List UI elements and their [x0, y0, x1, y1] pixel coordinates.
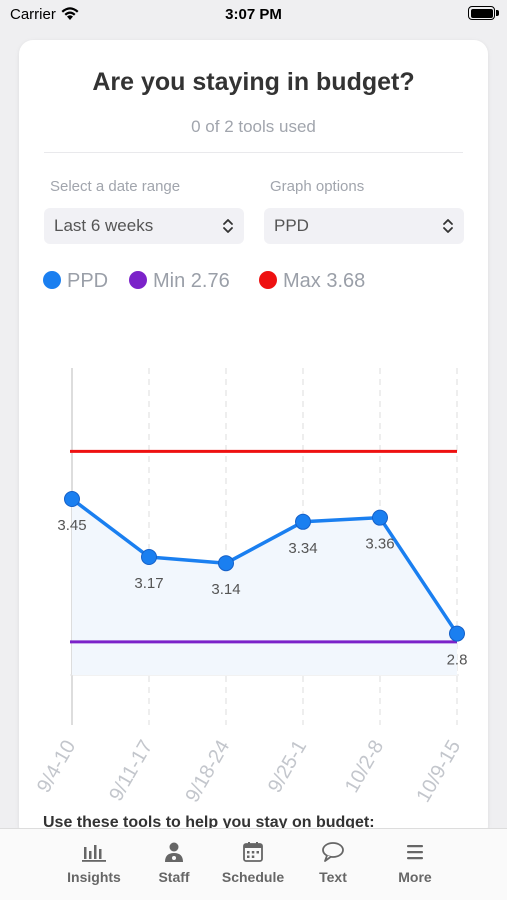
staff-icon: [165, 842, 183, 862]
data-label: 3.36: [365, 536, 394, 553]
x-tick-label: 10/2-8: [341, 737, 388, 797]
legend-label: PPD: [67, 270, 109, 292]
tab-insights[interactable]: Insights: [54, 841, 134, 885]
data-label: 3.17: [134, 575, 163, 592]
battery-icon: [468, 6, 495, 20]
x-tick-label: 9/25-1: [264, 737, 311, 797]
tools-heading: Use these tools to help you stay on budg…: [43, 814, 375, 831]
budget-card: Are you staying in budget? 0 of 2 tools …: [19, 40, 488, 840]
wifi-icon: [61, 7, 79, 20]
legend-dot: [259, 271, 277, 289]
date-range-select[interactable]: Last 6 weeks: [44, 208, 244, 244]
legend-dot: [43, 271, 61, 289]
data-point: [218, 555, 234, 572]
tab-schedule[interactable]: Schedule: [213, 841, 293, 885]
tab-label: Text: [319, 869, 347, 885]
legend-item-min[interactable]: Min 2.76: [129, 270, 230, 293]
data-label: 3.45: [57, 517, 86, 534]
tab-more[interactable]: More: [375, 841, 455, 885]
tab-label: Insights: [67, 869, 121, 885]
data-point: [295, 513, 311, 530]
tab-bar: Insights Staff Schedule Text: [0, 828, 507, 900]
data-point: [449, 625, 465, 642]
tools-used-count: 0 of 2 tools used: [191, 117, 316, 136]
menu-icon: [407, 845, 423, 860]
x-tick-label: 9/11-17: [105, 737, 157, 805]
legend-label: Max 3.68: [283, 270, 366, 292]
data-point: [64, 491, 80, 508]
data-label: 3.34: [288, 540, 317, 557]
tab-label: Staff: [158, 869, 190, 885]
x-tick-label: 9/4-10: [33, 737, 80, 797]
date-range-label: Select a date range: [50, 178, 181, 195]
clock: 3:07 PM: [225, 6, 282, 23]
tab-label: Schedule: [221, 869, 285, 885]
tab-label: More: [398, 869, 432, 885]
graph-options-value: PPD: [274, 216, 309, 235]
status-bar: Carrier 3:07 PM: [0, 0, 507, 30]
page-title: Are you staying in budget?: [92, 68, 415, 96]
legend-dot: [129, 271, 147, 289]
data-point: [372, 509, 388, 526]
ppd-series-line: [70, 497, 459, 635]
battery-tip: [496, 10, 499, 16]
graph-options-label: Graph options: [270, 178, 365, 195]
legend-label: Min 2.76: [153, 270, 230, 292]
ppd-area: [72, 499, 457, 675]
data-label: 3.14: [211, 581, 240, 598]
tab-text[interactable]: Text: [293, 841, 373, 885]
chevron-up-down-icon: [443, 219, 453, 233]
chevron-up-down-icon: [223, 219, 233, 233]
carrier-label: Carrier: [10, 6, 56, 23]
legend-item-ppd[interactable]: PPD: [43, 270, 108, 293]
x-tick-label: 10/9-15: [412, 737, 465, 807]
data-label: 2.8: [447, 652, 468, 669]
date-range-value: Last 6 weeks: [54, 216, 154, 235]
chat-bubble-icon: [322, 842, 344, 862]
x-tick-label: 9/18-24: [181, 737, 234, 807]
ppd-line-chart: 3.45 3.17 3.14 3.34 3.36 2.8 9/4-10 9/11-17 9/18…: [33, 368, 468, 807]
calendar-icon: [243, 842, 263, 862]
legend-item-max[interactable]: Max 3.68: [259, 270, 365, 293]
data-point: [141, 548, 157, 565]
tab-staff[interactable]: Staff: [134, 841, 214, 885]
divider: [44, 152, 463, 153]
graph-options-select[interactable]: PPD: [264, 208, 464, 244]
bar-chart-icon: [82, 845, 106, 862]
